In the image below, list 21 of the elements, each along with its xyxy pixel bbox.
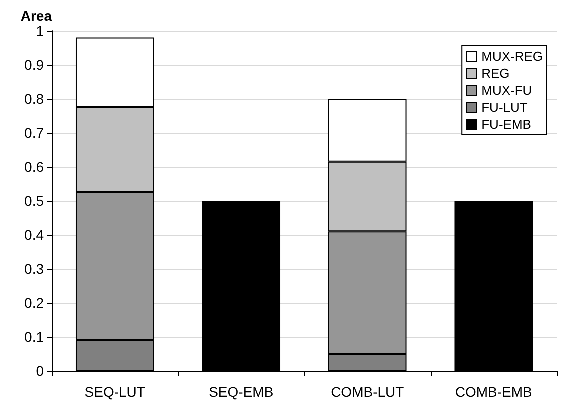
y-axis-title: Area	[20, 8, 52, 24]
y-tick-label: 0.3	[24, 261, 44, 277]
y-tick-label: 0	[36, 363, 44, 379]
y-tick-label: 1	[36, 23, 44, 39]
legend-label: MUX-FU	[482, 83, 532, 98]
x-tick-label: COMB-LUT	[331, 384, 405, 400]
y-tick-label: 0.8	[24, 91, 44, 107]
y-tick-label: 0.4	[24, 227, 44, 243]
x-tick-label: SEQ-LUT	[84, 384, 146, 400]
legend-label: FU-EMB	[482, 117, 532, 132]
y-tick-label: 0.6	[24, 159, 44, 175]
y-tick-label: 0.7	[24, 125, 44, 141]
y-tick-label: 0.2	[24, 295, 44, 311]
x-tick-label: SEQ-EMB	[209, 384, 274, 400]
y-tick-label: 0.5	[24, 193, 44, 209]
legend-label: FU-LUT	[482, 100, 528, 115]
y-tick-label: 0.9	[24, 57, 44, 73]
x-tick-label: COMB-EMB	[455, 384, 532, 400]
y-tick-label: 0.1	[24, 329, 44, 345]
legend-label: MUX-REG	[482, 49, 543, 64]
legend-label: REG	[482, 66, 510, 81]
